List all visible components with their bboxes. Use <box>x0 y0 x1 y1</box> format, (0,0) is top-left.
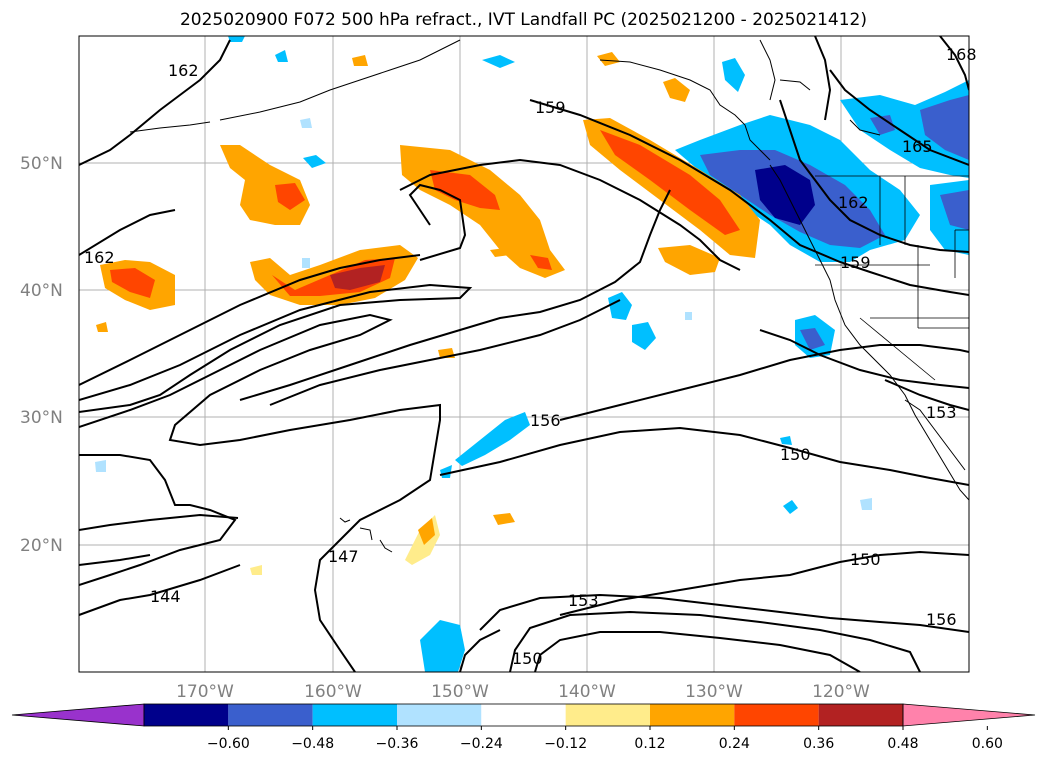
contour-label: 147 <box>328 547 359 566</box>
contour-label: 156 <box>530 411 561 430</box>
contour-label: 150 <box>780 445 811 464</box>
lon-label-140w: 140°W <box>558 682 616 702</box>
contour-label: 144 <box>150 587 181 606</box>
colorbar-extend-high <box>902 703 1036 727</box>
colorbar-swatch <box>144 704 229 726</box>
colorbar-tick-label: 0.12 <box>634 736 665 752</box>
lon-label-170w: 170°W <box>176 682 234 702</box>
colorbar-swatch <box>481 704 566 726</box>
colorbar-swatch <box>565 704 650 726</box>
colorbar-tick-label: 0.36 <box>803 736 834 752</box>
colorbar-swatch <box>312 704 397 726</box>
contour-label: 150 <box>850 550 881 569</box>
colorbar-swatches <box>11 703 1036 727</box>
contour-label: 165 <box>902 137 933 156</box>
lon-label-160w: 160°W <box>304 682 362 702</box>
colorbar-swatch <box>650 704 735 726</box>
colorbar-swatch <box>734 704 819 726</box>
height-contours <box>79 36 969 672</box>
longitude-labels: 170°W 160°W 150°W 140°W 130°W 120°W <box>176 682 870 702</box>
contour-label: 150 <box>512 649 543 668</box>
colorbar-tick-label: −0.24 <box>460 736 503 752</box>
contour-label: 153 <box>568 591 599 610</box>
lat-label-40n: 40°N <box>20 281 63 301</box>
contour-label: 162 <box>168 61 199 80</box>
borders <box>815 175 969 381</box>
lon-label-120w: 120°W <box>812 682 870 702</box>
colorbar-tick-label: 0.60 <box>972 736 1003 752</box>
map-plot-area <box>79 36 969 672</box>
colorbar-swatch <box>228 704 313 726</box>
positive-anomaly-fills <box>96 52 760 575</box>
colorbar-tick-label: −0.60 <box>207 736 250 752</box>
colorbar-swatch <box>818 704 903 726</box>
contour-labels: 162 159 165 162 162 159 156 153 150 150 … <box>84 45 977 668</box>
colorbar-tick-label: −0.12 <box>544 736 587 752</box>
colorbar-tick-label: 0.48 <box>887 736 918 752</box>
colorbar-tick-label: −0.36 <box>376 736 419 752</box>
coastlines <box>129 39 969 553</box>
contour-label: 162 <box>838 193 869 212</box>
colorbar-frame <box>143 703 904 727</box>
colorbar-swatch <box>397 704 482 726</box>
colorbar-tick-label: −0.48 <box>291 736 334 752</box>
colorbar: −0.60 −0.48 −0.36 −0.24 −0.12 0.12 0.24 0.36 0.4… <box>11 703 1036 752</box>
map-title: 2025020900 F072 500 hPa refract., IVT La… <box>179 10 867 30</box>
lon-label-130w: 130°W <box>685 682 743 702</box>
latitude-labels: 50°N 40°N 30°N 20°N <box>20 154 63 556</box>
lon-label-150w: 150°W <box>431 682 489 702</box>
colorbar-extend-low <box>11 703 145 727</box>
contour-label: 156 <box>926 610 957 629</box>
colorbar-tick-label: 0.24 <box>719 736 750 752</box>
lat-label-30n: 30°N <box>20 408 63 428</box>
contour-label: 162 <box>84 248 115 267</box>
contour-label: 159 <box>535 98 566 117</box>
lat-label-50n: 50°N <box>20 154 63 174</box>
lat-label-20n: 20°N <box>20 536 63 556</box>
contour-label: 159 <box>840 253 871 272</box>
map-frame <box>78 35 970 673</box>
contour-label: 153 <box>926 403 957 422</box>
contour-label: 168 <box>946 45 977 64</box>
colorbar-ticks: −0.60 −0.48 −0.36 −0.24 −0.12 0.12 0.24 0.36 0.4… <box>207 726 1003 752</box>
